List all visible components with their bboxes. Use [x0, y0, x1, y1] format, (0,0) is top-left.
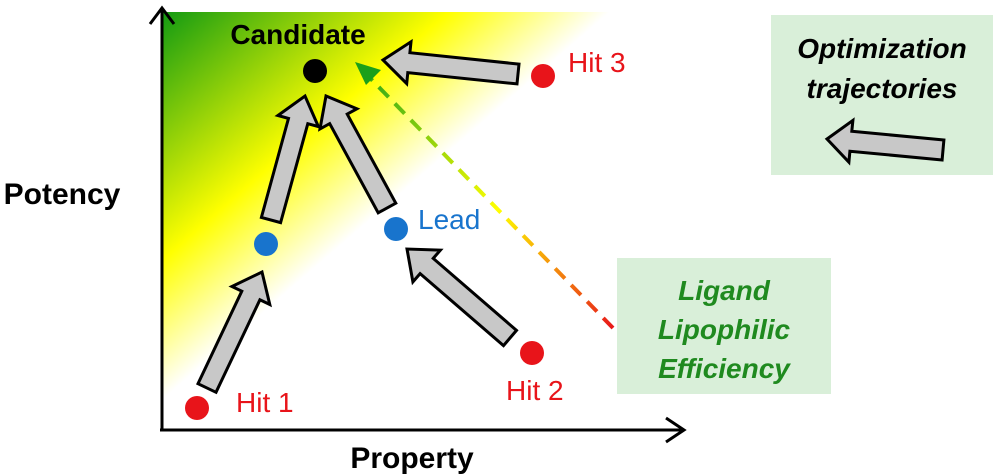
intermediate-dot — [254, 232, 278, 256]
hit1-label: Hit 1 — [236, 387, 294, 418]
arrow-hit2-to-lead — [405, 247, 519, 348]
legend-text-line1: Optimization — [797, 33, 967, 64]
lle-text-line3: Efficiency — [658, 353, 791, 384]
hit3-dot — [531, 64, 555, 88]
legend-arrow-shape — [824, 117, 946, 166]
arrow-hit1-to-intermediate — [196, 269, 272, 395]
hit2-dot — [520, 341, 544, 365]
legend-text-line2: trajectories — [807, 73, 958, 104]
legend-arrow-icon — [824, 117, 946, 166]
x-axis-arrowhead — [665, 416, 687, 444]
lle-text-line1: Ligand — [678, 275, 771, 306]
y-axis-label: Potency — [4, 178, 121, 211]
lle-dashed-line — [368, 76, 615, 330]
hit3-label: Hit 3 — [568, 47, 626, 78]
y-axis-arrowhead — [148, 5, 176, 25]
arrow-hit3-to-candidate — [380, 38, 521, 87]
trajectory-arrows — [196, 38, 521, 395]
x-axis-label: Property — [350, 442, 474, 475]
lead-dot — [384, 217, 408, 241]
candidate-dot — [303, 59, 327, 83]
lle-dashed-arrowhead — [355, 62, 381, 85]
arrow-intermediate-to-candidate — [259, 93, 322, 225]
lead-label: Lead — [418, 204, 480, 235]
hit1-dot — [185, 396, 209, 420]
arrow-lead-to-candidate — [317, 93, 398, 215]
hit2-label: Hit 2 — [506, 375, 564, 406]
lle-text-line2: Lipophilic — [658, 314, 791, 345]
lle-box — [617, 258, 831, 394]
axes — [148, 5, 687, 444]
candidate-label: Candidate — [230, 19, 365, 50]
